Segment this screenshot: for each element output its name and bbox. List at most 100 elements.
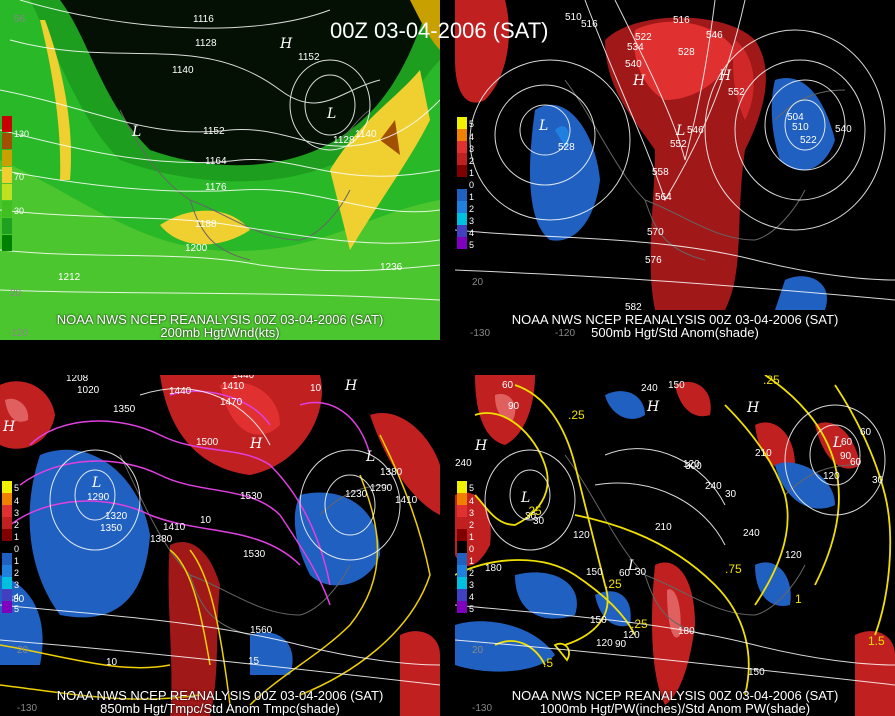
svg-text:210: 210 <box>655 522 672 533</box>
map-1000mb: 240 150 60 90 240 30 180 120 150 60 30 2… <box>455 375 895 716</box>
legend-swatch <box>457 141 467 153</box>
legend-anomaly: 5 4 3 2 1 0 1 2 3 4 5 <box>457 117 481 255</box>
map-200mb: 1116 1128 1140 1152 1164 1176 1188 1200 … <box>0 0 440 340</box>
legend-label: 1 <box>469 168 475 178</box>
svg-text:10: 10 <box>106 657 118 668</box>
svg-text:H: H <box>718 68 732 84</box>
svg-text:60: 60 <box>502 380 514 391</box>
legend-swatch <box>2 150 12 166</box>
legend-label: 3 <box>14 580 20 590</box>
svg-text:-120: -120 <box>8 328 28 339</box>
svg-text:120: 120 <box>683 459 700 470</box>
svg-text:H: H <box>474 438 488 454</box>
svg-text:240: 240 <box>641 383 658 394</box>
svg-text:-120: -120 <box>555 328 575 339</box>
legend-swatch <box>2 529 12 541</box>
legend-label: 2 <box>469 204 475 214</box>
svg-text:20: 20 <box>10 288 22 299</box>
svg-text:150: 150 <box>590 615 607 626</box>
legend-label: 4 <box>469 496 475 506</box>
svg-text:10: 10 <box>200 515 212 526</box>
svg-text:240: 240 <box>705 481 722 492</box>
svg-text:L: L <box>365 449 375 465</box>
legend-label: 3 <box>14 508 20 518</box>
legend-label: 30 <box>14 206 25 216</box>
svg-text:1500: 1500 <box>196 437 219 448</box>
svg-text:20: 20 <box>17 645 29 656</box>
svg-text:.25: .25 <box>605 577 622 591</box>
svg-text:1320: 1320 <box>105 511 128 522</box>
legend-swatch <box>2 235 12 251</box>
legend-swatch <box>457 589 467 601</box>
svg-text:H: H <box>279 36 293 52</box>
caption-field: 850mb Hgt/Tmpc/Std Anom Tmpc(shade) <box>100 701 340 716</box>
legend-swatch <box>457 493 467 505</box>
svg-text:1164: 1164 <box>205 156 227 167</box>
legend-label: 0 <box>14 544 20 554</box>
legend-label: 2 <box>14 520 20 530</box>
svg-text:1350: 1350 <box>113 404 136 415</box>
legend-swatch <box>2 505 12 517</box>
legend-swatch <box>457 189 467 201</box>
legend-label: 5 <box>469 119 475 129</box>
svg-text:60: 60 <box>850 457 862 468</box>
svg-text:30: 30 <box>725 489 737 500</box>
svg-text:150: 150 <box>748 667 765 678</box>
svg-text:H: H <box>344 378 358 394</box>
caption-field: 200mb Hgt/Wnd(kts) <box>160 325 280 340</box>
legend-label: 3 <box>469 508 475 518</box>
svg-text:20: 20 <box>472 277 484 288</box>
svg-text:H: H <box>632 73 646 89</box>
svg-text:-130: -130 <box>470 328 490 339</box>
svg-text:1380: 1380 <box>150 534 173 545</box>
svg-text:-130: -130 <box>472 703 492 714</box>
svg-text:1530: 1530 <box>240 491 263 502</box>
svg-text:120: 120 <box>573 530 590 541</box>
svg-text:1212: 1212 <box>58 272 81 283</box>
legend-swatch <box>457 541 467 553</box>
svg-text:540: 540 <box>835 124 852 135</box>
svg-text:528: 528 <box>558 142 575 153</box>
legend-label: 4 <box>469 228 475 238</box>
svg-text:516: 516 <box>673 15 690 26</box>
svg-text:240: 240 <box>743 528 760 539</box>
svg-text:90: 90 <box>508 401 520 412</box>
svg-text:582: 582 <box>625 302 642 313</box>
svg-text:L: L <box>326 106 336 122</box>
caption-source: NOAA NWS NCEP REANALYSIS 00Z 03-04-2006 … <box>511 312 839 327</box>
legend-label: 5 <box>14 483 20 493</box>
svg-text:540: 540 <box>625 59 642 70</box>
svg-text:.25: .25 <box>631 617 648 631</box>
legend-swatch <box>2 201 12 217</box>
legend-swatch <box>457 529 467 541</box>
legend-label: 5 <box>469 483 475 493</box>
map-500mb: 510 516 522 534 540 516 528 546 552 528 … <box>455 0 895 340</box>
svg-text:1380: 1380 <box>2 594 25 605</box>
legend-anomaly: 5 4 3 2 1 0 1 2 3 4 5 <box>2 481 26 619</box>
svg-text:30: 30 <box>872 475 884 486</box>
legend-swatch <box>457 565 467 577</box>
legend-swatch <box>2 481 12 493</box>
legend-label: 5 <box>469 604 475 614</box>
svg-text:504: 504 <box>787 112 804 123</box>
svg-text:150: 150 <box>586 567 603 578</box>
legend-label: 2 <box>469 520 475 530</box>
legend-swatch <box>457 213 467 225</box>
legend-label: 5 <box>14 604 20 614</box>
legend-swatch <box>2 589 12 601</box>
legend-swatch <box>457 505 467 517</box>
svg-text:H: H <box>2 419 16 435</box>
legend-swatch <box>2 116 12 132</box>
svg-text:120: 120 <box>623 630 640 641</box>
legend-label: 3 <box>469 580 475 590</box>
page-title: 00Z 03-04-2006 (SAT) <box>330 18 549 43</box>
svg-text:60: 60 <box>860 427 872 438</box>
svg-text:534: 534 <box>627 42 644 53</box>
legend-label: 1 <box>469 556 475 566</box>
legend-swatch <box>2 553 12 565</box>
svg-text:L: L <box>832 435 842 451</box>
legend-label: 130 <box>14 129 30 139</box>
legend-label: 1 <box>469 192 475 202</box>
legend-label: 70 <box>14 172 25 182</box>
svg-text:1410: 1410 <box>395 495 418 506</box>
